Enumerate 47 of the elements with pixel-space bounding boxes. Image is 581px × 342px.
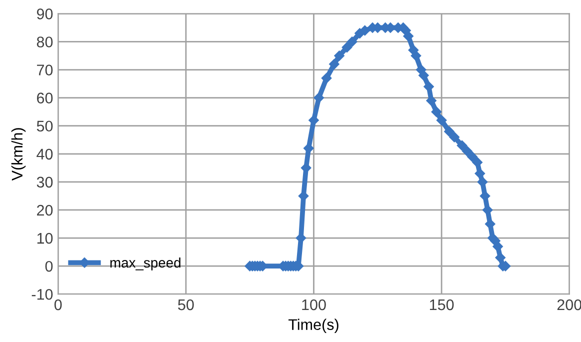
point [444, 126, 454, 137]
point [485, 218, 496, 230]
point [492, 241, 503, 252]
point [477, 176, 488, 188]
point [308, 115, 319, 126]
y-tick-label: 20 [37, 204, 53, 216]
y-tick-label: 10 [37, 232, 53, 244]
y-axis-title: V(km/h) [11, 128, 26, 181]
point [321, 73, 332, 84]
y-tick-label: 80 [36, 36, 53, 48]
x-tick-label: 50 [178, 299, 194, 310]
point [410, 50, 422, 61]
point [329, 59, 340, 70]
x-axis-title: Time(s) [288, 318, 338, 334]
point [304, 143, 314, 154]
point [418, 70, 429, 80]
point [480, 190, 490, 202]
point [474, 168, 486, 179]
y-tick-label: 70 [37, 64, 53, 76]
y-tick-label: 60 [37, 92, 53, 104]
y-tick-label: 30 [36, 176, 53, 188]
y-tick-label: -10 [32, 288, 53, 300]
point [426, 96, 436, 106]
point [436, 115, 447, 126]
point [462, 146, 472, 156]
point [346, 36, 358, 47]
point [482, 204, 493, 216]
y-tick-label: 0 [45, 260, 53, 272]
point [360, 25, 370, 36]
point [314, 92, 324, 103]
y-tick-label: 50 [36, 120, 53, 132]
point [449, 132, 460, 142]
point [472, 157, 482, 168]
y-tick-label: 90 [36, 8, 53, 20]
point [495, 252, 506, 263]
point [467, 152, 478, 162]
x-tick-label: 0 [54, 299, 62, 310]
x-tick-label: 100 [302, 299, 326, 310]
point [456, 140, 468, 151]
point [403, 31, 414, 42]
point [424, 81, 434, 92]
x-tick-label: 150 [430, 299, 454, 310]
legend-label: max_speed [110, 257, 180, 270]
point [342, 42, 352, 52]
y-tick-label: 40 [36, 148, 53, 160]
point [334, 50, 344, 61]
point [431, 106, 442, 117]
